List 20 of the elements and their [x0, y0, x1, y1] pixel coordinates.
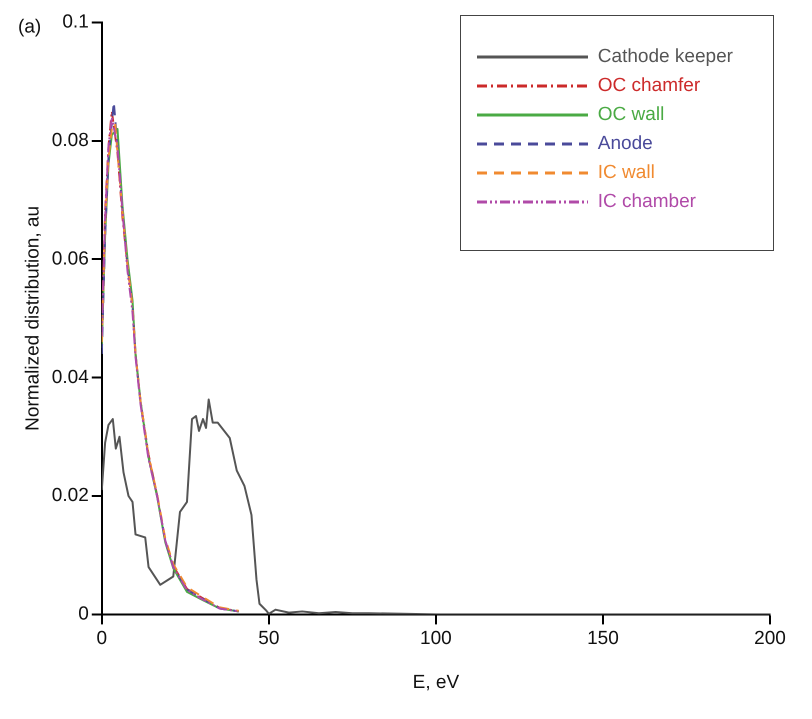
text: OC wall	[598, 104, 664, 126]
x-tick-label: 150	[587, 628, 619, 650]
text: OC chamfer	[598, 74, 700, 96]
text: IC wall	[598, 162, 655, 184]
y-tick-label: 0.06	[52, 248, 89, 270]
y-axis-title: Normalized distribution, au	[22, 206, 44, 431]
text: (a)	[18, 16, 42, 38]
x-tick-label: 100	[420, 628, 452, 650]
y-tick-label: 0.1	[62, 12, 89, 33]
y-tick-label: 0.08	[52, 130, 89, 152]
text: IC chamber	[598, 190, 696, 212]
x-tick-label: 200	[754, 628, 786, 650]
y-tick-label: 0.04	[52, 366, 90, 388]
text: Anode	[598, 132, 653, 154]
y-tick-label: 0.02	[52, 485, 89, 506]
y-tick-label: 0	[78, 604, 89, 625]
x-tick-label: 50	[258, 628, 280, 650]
x-tick-label: 0	[96, 628, 108, 650]
text: Cathode keeper	[598, 46, 733, 68]
x-axis-title: E, eV	[412, 672, 460, 693]
